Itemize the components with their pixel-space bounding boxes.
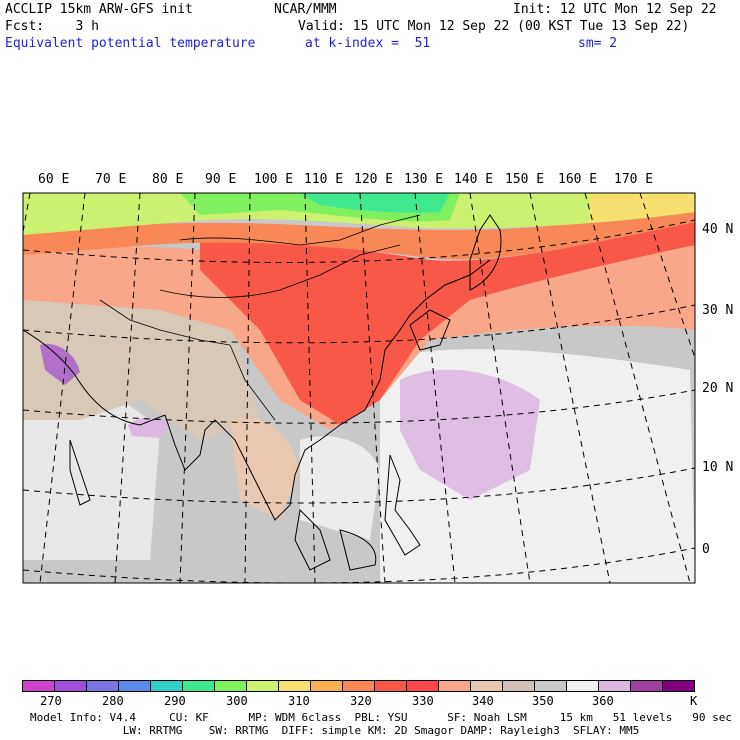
model-title: ACCLIP 15km ARW-GFS init — [5, 2, 193, 17]
colorbar-label-270: 270 — [40, 694, 62, 708]
coastlines — [23, 214, 502, 571]
lon-label-110: 110 E — [304, 172, 344, 187]
colorbar-swatch — [599, 681, 631, 691]
colorbar-label-280: 280 — [102, 694, 124, 708]
smoothing-label: sm= 2 — [578, 36, 618, 51]
colorbar-swatch — [407, 681, 439, 691]
colorbar-swatch — [567, 681, 599, 691]
colorbar-label-300: 300 — [226, 694, 248, 708]
lat-label-40: 40 N — [702, 222, 734, 237]
colorbar-swatch — [151, 681, 183, 691]
center-name: NCAR/MMM — [274, 2, 337, 17]
model-info-line1: Model Info: V4.4 CU: KF MP: WDM 6class P… — [30, 711, 732, 724]
map-fields — [23, 193, 695, 583]
colorbar-swatch — [23, 681, 55, 691]
borders — [99, 214, 421, 421]
colorbar-swatch — [119, 681, 151, 691]
colorbar-swatch — [311, 681, 343, 691]
colorbar-label-350: 350 — [532, 694, 554, 708]
colorbar-swatch — [247, 681, 279, 691]
variable-name: Equivalent potential temperature — [5, 36, 256, 51]
forecast-hour: Fcst: 3 h — [5, 19, 99, 34]
colorbar-unit: K — [690, 694, 698, 708]
lat-label-30: 30 N — [702, 303, 734, 318]
colorbar-label-360: 360 — [592, 694, 614, 708]
init-time: Init: 12 UTC Mon 12 Sep 22 — [513, 2, 717, 17]
colorbar-label-330: 330 — [412, 694, 434, 708]
model-info-line2: LW: RRTMG SW: RRTMG DIFF: simple KM: 2D … — [30, 724, 640, 737]
colorbar-swatch — [183, 681, 215, 691]
lat-label-20: 20 N — [702, 381, 734, 396]
field-light-west — [23, 377, 160, 560]
colorbar-swatch — [279, 681, 311, 691]
lon-label-120: 120 E — [354, 172, 394, 187]
field-teal-north — [300, 193, 450, 213]
colorbar-swatch — [439, 681, 471, 691]
colorbar — [22, 680, 695, 692]
map-frame — [22, 192, 696, 584]
colorbar-swatch — [87, 681, 119, 691]
colorbar-swatch — [503, 681, 535, 691]
colorbar-label-340: 340 — [472, 694, 494, 708]
field-beige-india — [23, 296, 260, 440]
colorbar-swatch — [631, 681, 663, 691]
level-label: at k-index = 51 — [305, 36, 431, 51]
lon-label-90: 90 E — [205, 172, 237, 187]
meridian-lines — [23, 193, 695, 583]
lon-label-80: 80 E — [152, 172, 184, 187]
lon-label-60: 60 E — [38, 172, 70, 187]
colorbar-swatch — [535, 681, 567, 691]
field-yellow-northeast — [590, 193, 695, 222]
lon-label-160: 160 E — [558, 172, 598, 187]
colorbar-swatch — [343, 681, 375, 691]
colorbar-label-320: 320 — [350, 694, 372, 708]
field-light-sea — [300, 436, 380, 540]
field-beige-indochina — [230, 417, 300, 520]
field-violet-india — [128, 417, 170, 438]
field-orange-band — [23, 208, 695, 260]
colorbar-label-290: 290 — [164, 694, 186, 708]
field-violet-pacific — [400, 369, 540, 500]
colorbar-swatch — [471, 681, 503, 691]
lon-label-100: 100 E — [254, 172, 294, 187]
lat-label-10: 10 N — [702, 460, 734, 475]
field-violet-arabia — [40, 343, 80, 385]
lon-label-70: 70 E — [95, 172, 127, 187]
lon-label-130: 130 E — [404, 172, 444, 187]
colorbar-label-310: 310 — [288, 694, 310, 708]
lat-label-0: 0 — [702, 542, 710, 557]
colorbar-swatch — [215, 681, 247, 691]
valid-time: Valid: 15 UTC Mon 12 Sep 22 (00 KST Tue … — [298, 19, 690, 34]
lon-label-140: 140 E — [454, 172, 494, 187]
colorbar-swatch — [663, 681, 694, 691]
lon-label-150: 150 E — [505, 172, 545, 187]
colorbar-swatch — [55, 681, 87, 691]
lon-label-170: 170 E — [614, 172, 654, 187]
colorbar-swatch — [375, 681, 407, 691]
